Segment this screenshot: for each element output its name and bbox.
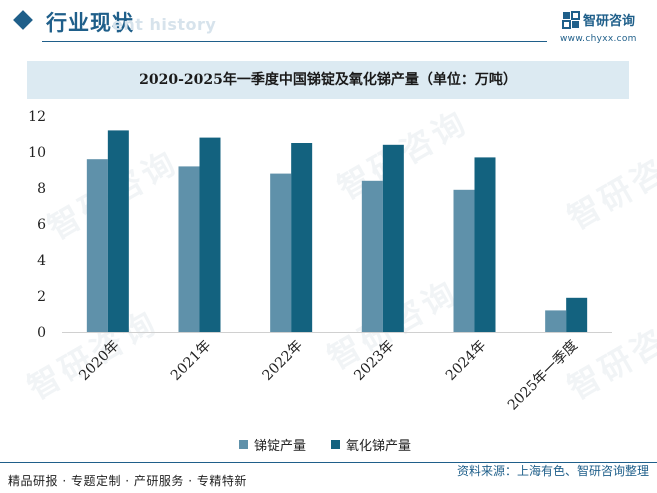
bar — [545, 310, 567, 332]
y-tick-label: 2 — [37, 289, 46, 305]
chart-legend: 锑锭产量 氧化锑产量 — [0, 435, 657, 455]
legend-label: 氧化锑产量 — [346, 439, 412, 454]
section-title: 行业现状 — [46, 11, 134, 35]
bar — [291, 143, 313, 332]
legend-label: 锑锭产量 — [254, 439, 307, 454]
legend-item-antimony-oxide: 氧化锑产量 — [331, 435, 411, 454]
x-tick-label: 2020年 — [76, 338, 122, 384]
brand-logo-icon — [562, 11, 580, 29]
bar — [270, 173, 292, 332]
chart-title: 2020-2025年一季度中国锑锭及氧化锑产量（单位：万吨） — [139, 72, 517, 88]
source-note: 资料来源：上海有色、智研咨询整理 — [456, 464, 649, 478]
bar — [474, 157, 496, 332]
bar — [107, 130, 129, 332]
brand-name: 智研咨询 — [583, 14, 636, 29]
x-tick-label: 2024年 — [443, 338, 489, 384]
x-tick-label: 2022年 — [260, 338, 306, 384]
bar — [566, 297, 588, 332]
brand-url: www.chyxx.com — [560, 34, 637, 44]
y-tick-label: 10 — [28, 145, 46, 161]
legend-swatch — [239, 440, 248, 449]
bar — [86, 159, 108, 332]
y-tick-label: 0 — [37, 325, 46, 341]
legend-item-antimony-ingot: 锑锭产量 — [239, 435, 306, 454]
x-tick-label: 2021年 — [168, 338, 214, 384]
footer-tagline: 精品研报 · 专题定制 · 产研服务 · 专精特新 — [8, 474, 247, 488]
bar — [453, 189, 475, 332]
footer-divider — [0, 462, 657, 463]
page-header: 行业现状 ent history 智研咨询 www.chyxx.com — [0, 0, 657, 46]
bar — [178, 166, 200, 332]
y-tick-label: 4 — [37, 253, 46, 269]
chart-title-band — [27, 61, 629, 99]
x-tick-label: 2023年 — [351, 338, 397, 384]
header-watermark: ent history — [112, 15, 217, 34]
x-tick-label: 2025年一季度 — [505, 338, 581, 414]
y-tick-label: 6 — [37, 217, 46, 233]
y-tick-label: 8 — [37, 181, 46, 197]
legend-swatch — [331, 440, 340, 449]
header-divider — [42, 41, 547, 42]
y-tick-label: 12 — [28, 109, 46, 125]
bar — [199, 137, 221, 332]
bar — [382, 144, 404, 332]
bar — [361, 180, 383, 332]
